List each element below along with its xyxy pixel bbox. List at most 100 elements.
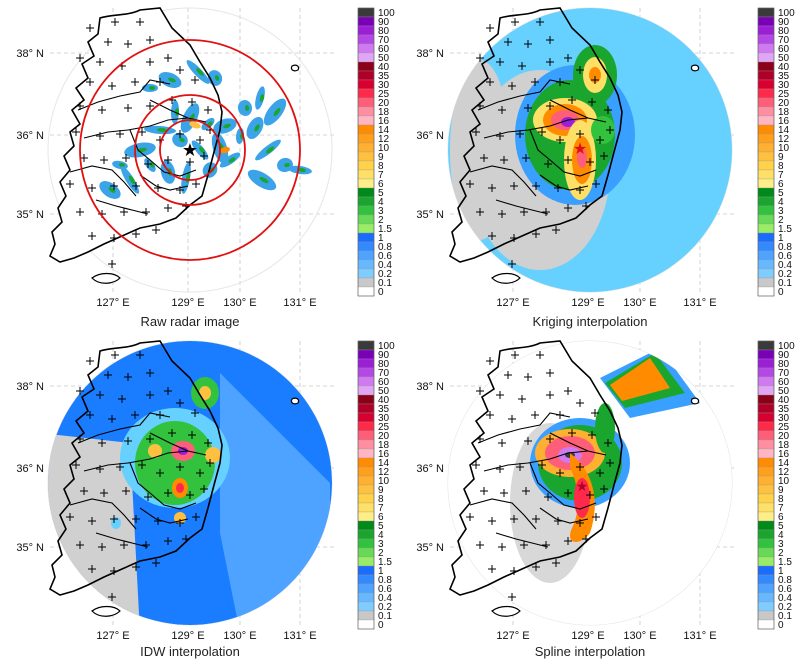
colorbar-label: 40	[778, 395, 790, 406]
colorbar-label: 12	[778, 134, 790, 145]
panel-spline: ★ 127° E 129° E 130° E 131° E 38° N 36° N 35° N…	[400, 333, 800, 663]
x-tick-label: 130° E	[223, 297, 256, 309]
island	[690, 64, 700, 72]
province-boundary	[469, 498, 537, 530]
colorbar-label: 10	[778, 143, 790, 154]
island	[690, 397, 700, 405]
radar-echo-core	[199, 146, 205, 154]
colorbar-label: 1.5	[378, 224, 392, 235]
colorbar-swatch	[357, 439, 375, 450]
radar-echo-core	[244, 105, 250, 111]
colorbar-swatch	[357, 133, 375, 144]
colorbar-swatch	[757, 376, 775, 387]
colorbar-swatch	[757, 574, 775, 585]
colorbar-swatch	[357, 538, 375, 549]
province-boundary	[539, 174, 589, 191]
colorbar-label: 0.6	[778, 251, 792, 262]
colorbar-swatch	[757, 349, 775, 360]
idw-map: 127° E 129° E 130° E 131° E 38° N 36° N 35° N 1…	[16, 340, 395, 642]
colorbar-label: 30	[778, 80, 790, 91]
colorbar-swatch	[757, 556, 775, 567]
colorbar-swatch	[757, 142, 775, 153]
colorbar-label: 9	[378, 152, 384, 163]
x-tick-label: 129° E	[171, 297, 204, 309]
colorbar-swatch	[357, 520, 375, 531]
range-ring	[159, 119, 221, 181]
province-boundary	[139, 507, 189, 524]
colorbar-swatch	[357, 268, 375, 279]
colorbar-label: 14	[778, 458, 790, 469]
contour-region	[176, 483, 184, 493]
colorbar-frame	[357, 340, 375, 630]
colorbar-swatch	[357, 232, 375, 243]
colorbar-swatch	[357, 160, 375, 171]
colorbar-label: 14	[378, 458, 390, 469]
colorbar-swatch	[357, 214, 375, 225]
colorbar-swatch	[357, 385, 375, 396]
colorbar-swatch	[357, 61, 375, 72]
colorbar-label: 0.1	[378, 611, 392, 622]
colorbar-label: 0.2	[778, 269, 792, 280]
y-tick-label: 36° N	[16, 130, 44, 142]
colorbar-swatch	[757, 223, 775, 234]
colorbar-swatch	[757, 448, 775, 459]
contour-region	[595, 403, 615, 453]
panel-raw-radar: ★ 127° E 129° E 130° E 131° E 38° N 36° N 35° N…	[0, 0, 400, 330]
colorbar-label: 0.8	[378, 242, 392, 253]
colorbar-label: 4	[778, 530, 784, 541]
colorbar-swatch	[757, 259, 775, 270]
colorbar-swatch	[757, 475, 775, 486]
colorbar-label: 2	[378, 215, 384, 226]
colorbar-swatch	[357, 394, 375, 405]
colorbar-label: 0.6	[378, 584, 392, 595]
colorbar-swatch	[757, 466, 775, 477]
colorbar-swatch	[757, 385, 775, 396]
coastline	[448, 7, 623, 263]
province-boundary	[549, 432, 607, 456]
colorbar-swatch	[757, 340, 775, 351]
colorbar-label: 0.1	[778, 611, 792, 622]
colorbar-label: 18	[778, 107, 790, 118]
colorbar-label: 70	[378, 35, 390, 46]
province-boundary	[129, 129, 197, 177]
colorbar-label: 1.5	[378, 557, 392, 568]
colorbar-label: 0.8	[778, 242, 792, 253]
spline-map: ★ 127° E 129° E 130° E 131° E 38° N 36° N 35° N…	[416, 340, 795, 642]
colorbar-label: 16	[778, 116, 790, 127]
colorbar-swatch	[357, 547, 375, 558]
colorbar-label: 90	[378, 17, 390, 28]
interpolated-field: ★	[448, 341, 732, 625]
y-tick-label: 36° N	[416, 463, 444, 475]
colorbar-label: 60	[378, 44, 390, 55]
colorbar-swatch	[357, 52, 375, 63]
caption-spline: Spline interpolation	[534, 644, 646, 659]
colorbar-swatch	[357, 430, 375, 441]
x-tick-label: 129° E	[171, 630, 204, 642]
radar-echo-core	[128, 175, 136, 185]
contour-region	[591, 116, 615, 144]
island	[491, 272, 521, 284]
colorbar-swatch	[357, 259, 375, 270]
colorbar-label: 0.2	[378, 602, 392, 613]
colorbar-swatch	[357, 142, 375, 153]
colorbar-label: 7	[778, 170, 784, 181]
radar-echo-core	[196, 68, 204, 76]
radar-echo-core	[214, 75, 220, 81]
colorbar-swatch	[357, 7, 375, 18]
colorbar-label: 5	[778, 188, 784, 199]
colorbar-label: 100	[778, 8, 795, 19]
colorbar-label: 5	[378, 188, 384, 199]
y-tick-label: 35° N	[16, 209, 44, 221]
radar-echo-peak	[220, 146, 230, 154]
colorbar-label: 90	[378, 350, 390, 361]
province-boundary	[529, 462, 597, 510]
colorbar-label: 50	[378, 386, 390, 397]
colorbar-swatch	[357, 556, 375, 567]
colorbar-label: 25	[778, 89, 790, 100]
colorbar-label: 3	[378, 539, 384, 550]
province-boundary	[83, 450, 189, 472]
colorbar-label: 0.6	[378, 251, 392, 262]
province-boundary	[129, 462, 197, 510]
colorbar-label: 10	[378, 143, 390, 154]
colorbar-swatch	[357, 250, 375, 261]
